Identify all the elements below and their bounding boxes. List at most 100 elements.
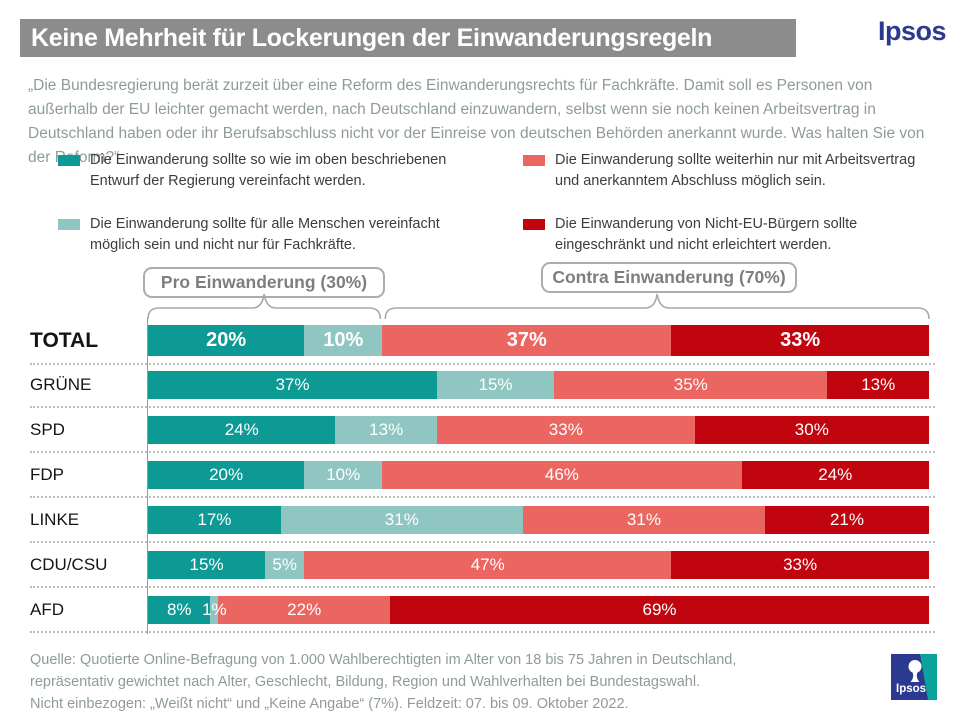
- bar-segment: 37%: [148, 371, 437, 399]
- legend-item: Die Einwanderung von Nicht-EU-Bürgern so…: [523, 214, 930, 256]
- source-line: Nicht einbezogen: „Weißt nicht“ und „Kei…: [30, 695, 629, 712]
- row-separator: [30, 541, 935, 543]
- segment-value: 15%: [478, 375, 513, 394]
- title-bar: Keine Mehrheit für Lockerungen der Einwa…: [20, 19, 796, 57]
- bar-segment: 30%: [694, 416, 929, 444]
- category-label: TOTAL: [30, 329, 99, 352]
- segment-value: 21%: [829, 510, 864, 529]
- logo-neck-icon: [910, 671, 920, 682]
- segment-value: 1%: [202, 600, 227, 619]
- bar-segment: 24%: [741, 461, 929, 489]
- row-separator: [30, 496, 935, 498]
- bar-segment: 69%: [390, 596, 929, 624]
- segment-value: 37%: [275, 375, 310, 394]
- stacked-bar: 24% 13% 33% 30%: [148, 416, 929, 444]
- group-label-pro: Pro Einwanderung (30%): [143, 267, 385, 298]
- segment-value: 37%: [506, 329, 547, 351]
- legend-item: Die Einwanderung sollte weiterhin nur mi…: [523, 150, 930, 192]
- bar-segment: 10%: [304, 325, 383, 356]
- segment-value: 30%: [794, 420, 829, 439]
- segment-value: 8%: [166, 600, 192, 619]
- source-line: Quelle: Quotierte Online-Befragung von 1…: [30, 652, 737, 668]
- source-line: repräsentativ gewichtet nach Alter, Gesc…: [30, 673, 701, 690]
- bar-segment: 10%: [304, 461, 383, 489]
- bar-segment: 47%: [304, 551, 672, 579]
- legend-label: Die Einwanderung sollte weiterhin nur mi…: [555, 152, 916, 190]
- bar-segment: 15%: [148, 551, 266, 579]
- bar-segment: 33%: [671, 551, 929, 579]
- logo-teal-band: [920, 654, 937, 700]
- segment-value: 31%: [626, 510, 661, 529]
- legend-label: Die Einwanderung sollte für alle Mensche…: [90, 216, 440, 254]
- logo-text: Ipsos: [896, 683, 926, 695]
- legend-swatch: [523, 219, 545, 231]
- bar-segment: 5%: [265, 551, 305, 579]
- group-label-pro-text: Pro Einwanderung (30%): [160, 272, 368, 292]
- row-separator: [30, 406, 935, 408]
- source-note: Quelle: Quotierte Online-Befragung von 1…: [30, 650, 736, 715]
- stacked-bar: 20% 10% 46% 24%: [148, 461, 929, 489]
- bar-segment: 20%: [148, 325, 305, 356]
- row-separator: [30, 631, 935, 633]
- segment-value: 47%: [470, 555, 505, 574]
- bar-segment: 20%: [148, 461, 305, 489]
- segment-value: 17%: [197, 510, 232, 529]
- legend-swatch: [523, 155, 545, 166]
- segment-value: 15%: [189, 555, 224, 574]
- bar-segment: 35%: [554, 371, 828, 399]
- segment-value: 20%: [209, 465, 244, 484]
- bar-segment: 1%: [202, 596, 227, 624]
- bar-segment: 46%: [382, 461, 742, 489]
- segment-value: 24%: [224, 420, 259, 439]
- segment-value: 13%: [861, 375, 896, 394]
- logo-head-icon: [908, 660, 922, 673]
- ipsos-logo: Ipsos: [891, 654, 937, 700]
- brace-path: [384, 293, 930, 320]
- segment-value: 33%: [783, 555, 818, 574]
- segment-value: 13%: [369, 420, 404, 439]
- bar-segment: 31%: [280, 506, 523, 534]
- segment-value: 10%: [326, 465, 361, 484]
- bar-segment: 37%: [382, 325, 672, 356]
- ipsos-wordmark: Ipsos: [878, 16, 947, 46]
- stacked-bar: 17% 31% 31% 21%: [148, 506, 929, 534]
- legend-item: Die Einwanderung sollte so wie im oben b…: [58, 150, 523, 192]
- bar-segment: 21%: [764, 506, 929, 534]
- stacked-bar: 8% 1% 22% 69%: [148, 596, 929, 624]
- axis-line: [147, 318, 148, 634]
- bar-segment: 33%: [671, 325, 929, 356]
- bar-segment: 13%: [335, 416, 437, 444]
- legend: Die Einwanderung sollte so wie im oben b…: [58, 150, 930, 256]
- row-separator: [30, 586, 935, 588]
- category-label: SPD: [30, 420, 65, 439]
- segment-value: 69%: [642, 600, 677, 619]
- row-separator: [30, 451, 935, 453]
- legend-label: Die Einwanderung sollte so wie im oben b…: [90, 152, 447, 190]
- category-label: FDP: [30, 465, 64, 484]
- category-label: AFD: [30, 600, 64, 619]
- legend-swatch: [58, 155, 80, 166]
- segment-value: 22%: [287, 600, 322, 619]
- category-label: CDU/CSU: [30, 555, 108, 574]
- bar-segment: 8%: [148, 596, 211, 624]
- segment-value: 33%: [780, 329, 821, 351]
- segment-value: 10%: [323, 329, 364, 351]
- segment-value: 24%: [818, 465, 853, 484]
- row-separator: [30, 363, 935, 365]
- segment-value: 33%: [548, 420, 583, 439]
- legend-label: Die Einwanderung von Nicht-EU-Bürgern so…: [555, 216, 858, 254]
- stacked-bar: 20% 10% 37% 33%: [148, 325, 929, 356]
- bar-segment: 13%: [827, 371, 929, 399]
- bar-segment: 17%: [148, 506, 281, 534]
- stacked-bar: 37% 15% 35% 13%: [148, 371, 929, 399]
- bar-segment: 31%: [522, 506, 765, 534]
- segment-value: 20%: [206, 329, 247, 351]
- page-title: Keine Mehrheit für Lockerungen der Einwa…: [31, 24, 713, 52]
- category-label: LINKE: [30, 510, 80, 529]
- bar-segment: 33%: [436, 416, 695, 444]
- bar-segment: 24%: [148, 416, 336, 444]
- group-label-contra: Contra Einwanderung (70%): [541, 262, 797, 293]
- legend-item: Die Einwanderung sollte für alle Mensche…: [58, 214, 523, 256]
- segment-value: 31%: [384, 510, 419, 529]
